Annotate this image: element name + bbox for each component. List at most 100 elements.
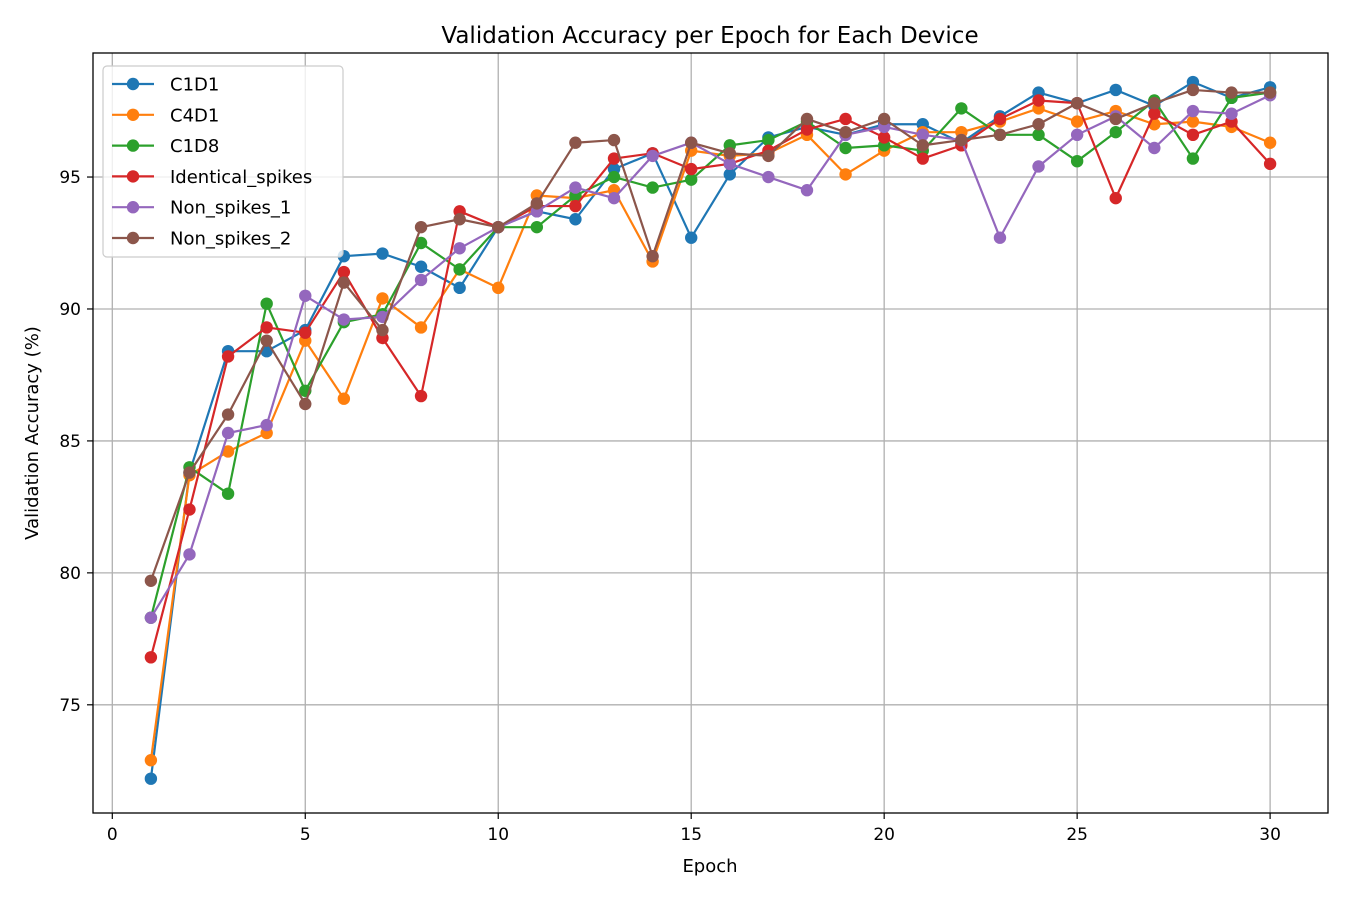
- data-point-identical-spikes: [993, 112, 1007, 126]
- data-point-non-spikes-2: [1032, 118, 1045, 131]
- y-tick-label: 90: [59, 300, 81, 320]
- data-point-c1d1: [144, 772, 158, 785]
- data-point-non-spikes-2: [1186, 83, 1200, 97]
- x-tick-label: 20: [873, 825, 895, 845]
- data-point-non-spikes-2: [839, 125, 852, 139]
- data-point-non-spikes-2: [414, 220, 428, 234]
- series-non-spikes-2: [144, 83, 1277, 587]
- data-point-non-spikes-2: [183, 466, 196, 479]
- data-point-c1d1: [723, 168, 736, 181]
- data-point-non-spikes-1: [1070, 128, 1084, 142]
- data-point-non-spikes-2: [1263, 86, 1277, 99]
- data-point-non-spikes-1: [144, 611, 158, 624]
- x-tick-label: 5: [300, 825, 311, 845]
- legend-marker: [126, 170, 140, 183]
- data-point-non-spikes-1: [993, 231, 1007, 244]
- data-point-non-spikes-1: [260, 418, 273, 432]
- axis-ticks: 0 5 10 15 20 25 30 75 80 85 90 95: [59, 168, 1281, 845]
- data-point-c4d1: [1070, 115, 1084, 128]
- data-point-non-spikes-1: [800, 184, 814, 197]
- legend-marker: [126, 77, 140, 91]
- series-line-non-spikes-1: [149, 94, 1271, 619]
- data-point-non-spikes-2: [453, 213, 466, 226]
- data-point-identical-spikes: [685, 162, 698, 176]
- data-point-non-spikes-1: [1225, 107, 1238, 120]
- data-point-c1d8: [1109, 125, 1122, 139]
- data-point-c1d8: [839, 141, 852, 155]
- legend-marker: [126, 201, 140, 214]
- data-point-non-spikes-2: [221, 408, 235, 421]
- data-point-identical-spikes: [221, 350, 235, 363]
- data-point-non-spikes-2: [1070, 96, 1084, 110]
- data-point-non-spikes-1: [1032, 160, 1045, 173]
- data-point-c1d8: [646, 181, 659, 194]
- y-tick-label: 75: [59, 696, 81, 716]
- data-point-c1d8: [762, 133, 775, 147]
- data-point-non-spikes-2: [376, 323, 389, 337]
- data-point-c1d8: [1070, 154, 1084, 168]
- data-point-c4d1: [1186, 115, 1200, 128]
- data-point-non-spikes-2: [1148, 96, 1161, 110]
- data-point-non-spikes-2: [144, 574, 158, 587]
- data-point-identical-spikes: [1148, 107, 1161, 120]
- legend-marker: [126, 231, 140, 245]
- legend-item-c1d8: C1D8: [112, 136, 219, 157]
- data-point-identical-spikes: [839, 112, 852, 126]
- data-point-identical-spikes: [337, 265, 351, 279]
- data-point-c1d1: [1109, 83, 1122, 97]
- legend-item-non-spikes-2: Non_spikes_2: [112, 229, 291, 250]
- data-point-c4d1: [376, 292, 389, 305]
- data-point-non-spikes-2: [646, 249, 659, 263]
- data-point-identical-spikes: [183, 503, 196, 516]
- data-point-c1d8: [1186, 152, 1200, 165]
- data-point-non-spikes-1: [299, 289, 312, 302]
- data-point-c1d1: [685, 231, 698, 244]
- legend-label: Identical_spikes: [170, 167, 312, 188]
- legend-item-c4d1: C4D1: [112, 105, 219, 126]
- y-axis-label: Validation Accuracy (%): [22, 326, 43, 540]
- data-point-c1d8: [685, 173, 698, 186]
- data-point-c1d8: [1032, 128, 1045, 142]
- data-point-non-spikes-2: [569, 136, 582, 149]
- x-tick-label: 25: [1066, 825, 1088, 845]
- data-point-non-spikes-2: [685, 136, 698, 149]
- series-non-spikes-1: [144, 89, 1277, 624]
- chart-title: Validation Accuracy per Epoch for Each D…: [441, 23, 978, 49]
- data-point-c1d8: [453, 263, 466, 276]
- legend-label: C4D1: [170, 105, 219, 126]
- series-line-non-spikes-2: [149, 88, 1271, 582]
- x-tick-label: 0: [107, 825, 118, 845]
- data-point-identical-spikes: [1109, 191, 1122, 205]
- data-point-non-spikes-1: [916, 128, 929, 142]
- data-point-non-spikes-2: [993, 128, 1007, 142]
- x-tick-label: 30: [1259, 825, 1281, 845]
- data-point-non-spikes-1: [762, 170, 775, 184]
- data-point-non-spikes-2: [492, 220, 505, 234]
- data-point-c1d1: [414, 260, 428, 273]
- legend-label: Non_spikes_2: [170, 229, 291, 250]
- data-point-c1d8: [955, 102, 968, 115]
- data-point-non-spikes-1: [723, 157, 736, 171]
- data-point-c4d1: [839, 168, 852, 181]
- series-group: [144, 75, 1277, 785]
- legend-box: [102, 65, 344, 258]
- legend-label: Non_spikes_1: [170, 198, 291, 219]
- series-line-c1d8: [149, 91, 1271, 618]
- plot-frame: [92, 52, 1329, 814]
- legend-item-identical-spikes: Identical_spikes: [112, 167, 312, 188]
- data-point-non-spikes-2: [607, 133, 621, 147]
- data-point-identical-spikes: [569, 199, 582, 213]
- data-point-non-spikes-1: [1186, 104, 1200, 118]
- data-point-c4d1: [337, 392, 351, 405]
- grid: [93, 53, 1328, 813]
- data-point-non-spikes-2: [955, 133, 968, 147]
- data-point-identical-spikes: [800, 123, 814, 136]
- legend-item-c1d1: C1D1: [112, 75, 219, 96]
- data-point-identical-spikes: [607, 152, 621, 165]
- series-line-c1d1: [149, 80, 1271, 779]
- data-point-non-spikes-1: [1148, 141, 1161, 155]
- data-point-identical-spikes: [414, 389, 428, 403]
- data-point-non-spikes-1: [607, 191, 621, 205]
